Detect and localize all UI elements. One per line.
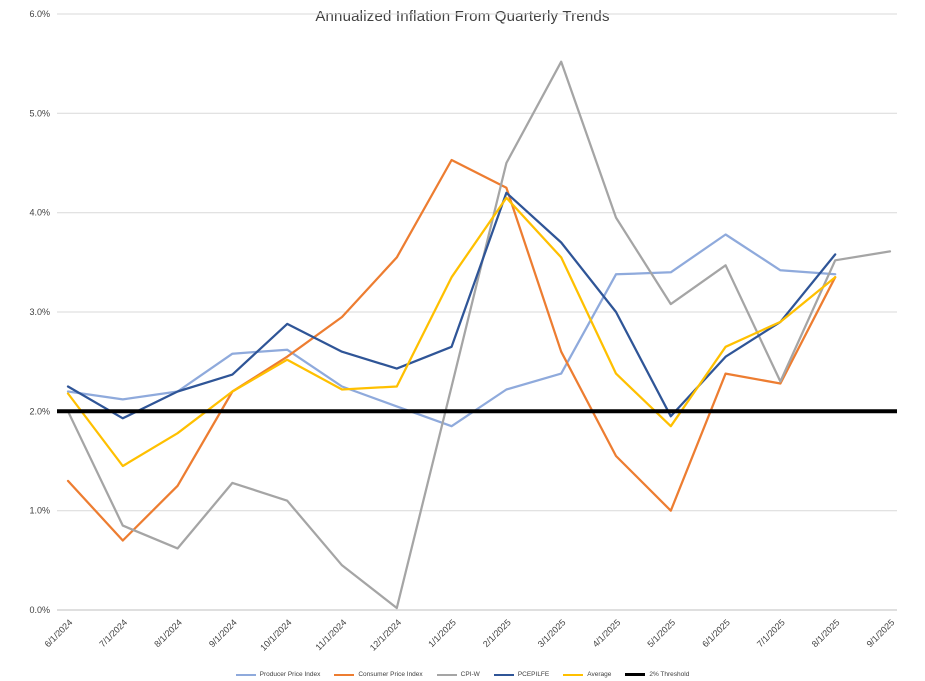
x-tick-label: 2/1/2025 [481, 617, 513, 649]
legend-label: Consumer Price Index [358, 671, 423, 678]
legend-label: PCEPILFE [517, 671, 550, 678]
x-tick-label: 12/1/2024 [368, 617, 403, 652]
legend-item: Consumer Price Index [334, 671, 423, 678]
x-tick-label: 9/1/2024 [207, 617, 239, 649]
x-tick-label: 10/1/2024 [258, 617, 293, 652]
x-tick-label: 6/1/2025 [700, 617, 732, 649]
x-tick-label: 4/1/2025 [591, 617, 623, 649]
legend-item: 2% Threshold [625, 671, 689, 678]
x-tick-label: 1/1/2025 [426, 617, 458, 649]
legend-label: Producer Price Index [259, 671, 321, 678]
x-tick-label: 5/1/2025 [645, 617, 677, 649]
legend: Producer Price Index Consumer Price Index… [0, 671, 925, 678]
x-tick-label: 8/1/2025 [810, 617, 842, 649]
y-tick-label: 2.0% [29, 406, 50, 416]
x-tick-label: 11/1/2024 [314, 617, 349, 652]
legend-swatch [436, 673, 457, 676]
legend-swatch [235, 673, 256, 676]
legend-label: 2% Threshold [649, 671, 690, 678]
y-tick-label: 5.0% [29, 108, 50, 118]
legend-swatch [493, 673, 514, 676]
x-tick-label: 7/1/2024 [97, 617, 129, 649]
legend-item: Average [563, 671, 611, 678]
y-tick-label: 4.0% [29, 208, 50, 218]
x-tick-label: 8/1/2024 [152, 617, 184, 649]
x-tick-label: 6/1/2024 [43, 617, 75, 649]
x-axis-tick-labels: 6/1/2024 7/1/2024 8/1/2024 9/1/2024 10/1/202… [43, 617, 897, 652]
series-line-consumer-price-index [66, 158, 837, 542]
series-line-producer-price-index [66, 233, 837, 428]
y-tick-label: 0.0% [29, 605, 50, 615]
legend-item: CPI-W [436, 671, 480, 678]
legend-label: Average [587, 671, 612, 678]
legend-swatch [334, 673, 355, 676]
gridlines [57, 13, 897, 611]
series-line-pcepilfe [66, 191, 837, 420]
x-tick-label: 3/1/2025 [536, 617, 568, 649]
series-lines [57, 60, 897, 610]
y-tick-label: 3.0% [29, 307, 50, 317]
legend-swatch [625, 673, 646, 676]
series-line-cpi-w [66, 60, 892, 610]
y-tick-label: 1.0% [29, 506, 50, 516]
x-tick-label: 7/1/2025 [755, 617, 787, 649]
legend-item: PCEPILFE [493, 671, 550, 678]
legend-item: Producer Price Index [235, 671, 321, 678]
y-tick-label: 6.0% [29, 9, 50, 19]
legend-label: CPI-W [460, 671, 480, 678]
chart-title: Annualized Inflation From Quarterly Tren… [315, 8, 610, 25]
legend-swatch [563, 673, 584, 676]
x-tick-label: 9/1/2025 [865, 617, 897, 649]
series-line-average [66, 196, 837, 468]
y-axis-tick-labels: 0.0% 1.0% 2.0% 3.0% 4.0% 5.0% 6.0% [29, 9, 50, 615]
